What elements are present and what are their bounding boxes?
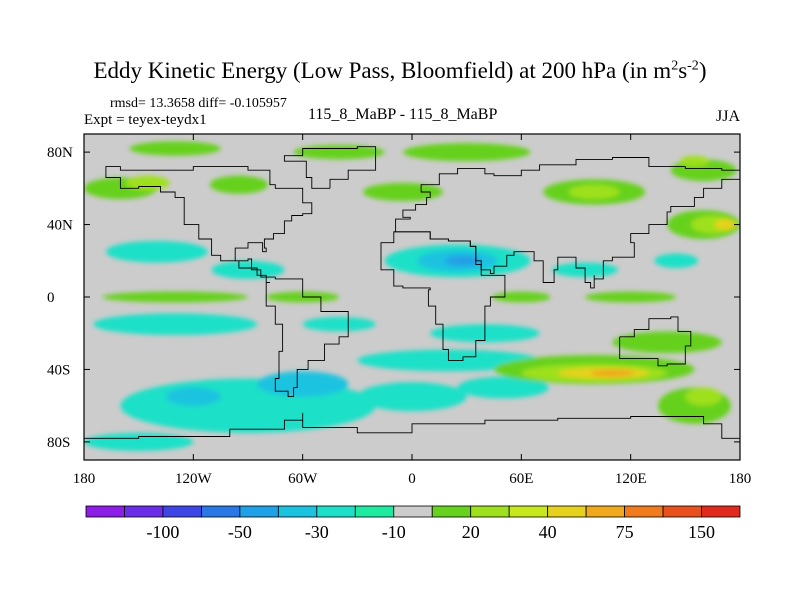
stats-label: rmsd= 13.3658 diff= -0.105957 (110, 96, 287, 111)
x-tick-label: 60E (509, 471, 533, 487)
contour-fills (84, 141, 740, 451)
contour-region (612, 331, 722, 354)
contour-region (685, 387, 722, 406)
colorbar-label: 150 (688, 522, 715, 542)
title-unit-mid: s (678, 58, 688, 83)
colorbar-box (662, 505, 702, 518)
colorbar-box (624, 505, 664, 518)
contour-region (211, 260, 285, 279)
contour-region (590, 369, 635, 377)
title-unit-sup2: -2 (687, 58, 699, 74)
contour-region (357, 382, 467, 412)
colorbar-label: 40 (539, 522, 557, 542)
coastline (393, 157, 740, 289)
x-tick-label: 120W (175, 471, 213, 487)
title-unit-sup1: 2 (671, 58, 679, 74)
colorbar-box (124, 505, 164, 518)
title-text: Eddy Kinetic Energy (Low Pass, Bloomfiel… (93, 58, 672, 83)
colorbar-box (508, 505, 549, 518)
colorbar-box (431, 505, 472, 518)
x-tick-label: 60W (288, 471, 318, 487)
colorbar-box (316, 505, 356, 518)
colorbar-label: -10 (382, 522, 406, 542)
contour-region (492, 291, 551, 303)
contour-region (654, 253, 699, 269)
x-tick-label: 120E (615, 471, 647, 487)
contour-region (679, 155, 710, 167)
chart-title: Eddy Kinetic Energy (Low Pass, Bloomfiel… (0, 58, 800, 84)
coastline (283, 146, 377, 189)
y-tick-label: 80S (47, 435, 70, 451)
colorbar-label: -100 (146, 522, 179, 542)
colorbar-box (277, 505, 318, 518)
season-label: JJA (716, 108, 741, 125)
contour-region (568, 184, 620, 200)
title-close: ) (698, 58, 707, 83)
colorbar-box (239, 505, 279, 518)
colorbar-box (162, 505, 202, 518)
colorbar-box (701, 505, 741, 518)
contour-region (93, 313, 258, 336)
contour-region (105, 240, 208, 263)
contour-region (714, 219, 737, 230)
x-axis: 180 120W 60W 0 60E 120E 180 (73, 134, 752, 487)
contour-region (585, 291, 677, 303)
y-axis: 80N 40N 0 40S 80S (47, 145, 740, 451)
colorbar-box (585, 505, 625, 518)
coastlines (84, 146, 740, 439)
y-tick-label: 0 (47, 290, 55, 306)
contour-region (209, 175, 269, 194)
colorbar-box (201, 505, 241, 518)
x-tick-label: 180 (73, 471, 96, 487)
colorbar-box (85, 505, 125, 518)
coastline (84, 412, 740, 439)
contour-region (444, 255, 482, 267)
colorbar: -100 -50 -30 -10 20 40 75 150 (85, 505, 741, 542)
contour-region (129, 141, 221, 156)
colorbar-box (470, 505, 510, 518)
contour-region (362, 182, 443, 202)
x-tick-label: 0 (408, 471, 416, 487)
contour-region (457, 376, 549, 399)
colorbar-label: -30 (305, 522, 329, 542)
y-tick-label: 40N (47, 218, 73, 234)
y-tick-label: 40S (47, 362, 70, 378)
coastline (380, 231, 506, 361)
y-tick-label: 80N (47, 145, 73, 161)
colorbar-label: 75 (616, 522, 634, 542)
contour-region (257, 371, 349, 397)
colorbar-label: -50 (228, 522, 252, 542)
x-tick-label: 180 (729, 471, 752, 487)
colorbar-label: 20 (462, 522, 480, 542)
coastline (619, 316, 692, 367)
colorbar-box (354, 505, 395, 518)
expt-label: Expt = teyex-teydx1 (84, 112, 207, 128)
contour-region (402, 143, 531, 162)
colorbar-box (547, 505, 587, 518)
contour-region (102, 291, 248, 303)
coastline (105, 166, 349, 398)
contour-region (166, 387, 221, 406)
center-label: 115_8_MaBP - 115_8_MaBP (308, 106, 498, 123)
colorbar-box (393, 505, 433, 518)
contour-region (302, 316, 376, 332)
contour-region (84, 432, 194, 451)
